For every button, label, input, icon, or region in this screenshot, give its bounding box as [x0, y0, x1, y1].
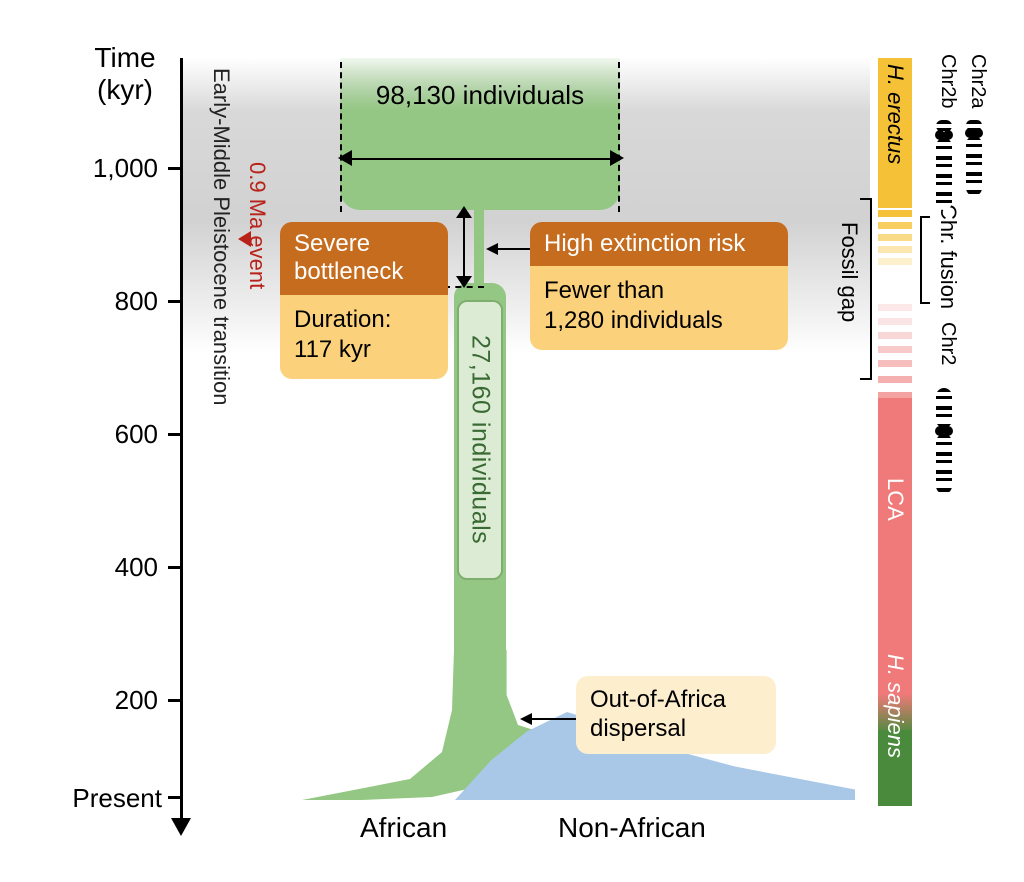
fossil-gap-label: Fossil gap: [836, 222, 862, 322]
species-fade-stripe: [878, 210, 912, 217]
bottleneck-arrow-top: [456, 206, 472, 218]
y-axis-tick-label: 600: [68, 419, 158, 450]
y-axis-tick: [168, 300, 182, 303]
chromosome-label-chr2: Chr2: [936, 322, 959, 365]
y-axis-tick-label: 1,000: [68, 153, 158, 184]
x-label-nonafrican: Non-African: [558, 812, 706, 844]
bottleneck-base-dash: [444, 286, 484, 288]
species-label-erectus: H. erectus: [882, 64, 908, 164]
chr-fusion-bracket: [920, 216, 930, 304]
top-width-arrow-line: [348, 158, 612, 160]
species-fade-stripe: [878, 234, 912, 241]
y-axis-tick: [168, 433, 182, 436]
population-african-base: [302, 650, 502, 800]
extinction-callout-header: High extinction risk: [530, 222, 788, 266]
y-axis-arrowhead: [171, 818, 191, 836]
y-axis-tick: [168, 699, 182, 702]
species-fade-stripe: [878, 318, 912, 325]
mid-population-count-box: 27,160 individuals: [457, 300, 503, 580]
y-axis-tick: [168, 566, 182, 569]
pleistocene-label: Early-Middle Pleistocene transition: [208, 68, 234, 406]
chr-fusion-bracket-top: [920, 216, 930, 218]
diagram-stage: Time (kyr) 1,000 800 600 400 200 Present Ear…: [0, 0, 1024, 882]
species-fade-stripe: [878, 332, 912, 339]
species-fade-stripe: [878, 258, 912, 265]
fossil-gap-bracket-bottom: [860, 378, 872, 380]
bottleneck-callout-body: Duration: 117 kyr: [280, 295, 448, 379]
y-axis-title: Time (kyr): [80, 42, 170, 106]
ooa-callout: Out-of-Africa dispersal: [576, 676, 776, 754]
y-axis-tick: [168, 167, 182, 170]
top-width-dash-right: [618, 62, 620, 212]
ma-event-marker: [238, 231, 251, 247]
y-axis-tick-label: 800: [68, 286, 158, 317]
mid-population-count: 27,160 individuals: [466, 335, 495, 544]
species-fade-stripe: [878, 376, 912, 383]
chromosome-chr2: [936, 388, 952, 496]
chr-fusion-bracket-bottom: [920, 302, 930, 304]
y-axis-line: [180, 58, 183, 823]
y-axis-tick-label: 200: [68, 685, 158, 716]
chromosome-label-chr2b: Chr2b: [936, 54, 959, 108]
bottleneck-callout: Severe bottleneck Duration: 117 kyr: [280, 222, 448, 379]
species-fade-stripe: [878, 246, 912, 253]
chromosome-label-chr2a: Chr2a: [966, 54, 989, 108]
species-fade-stripe: [878, 222, 912, 229]
y-axis-title-line2: (kyr): [97, 74, 153, 105]
top-width-arrow-left: [338, 150, 352, 166]
top-width-arrow-right: [610, 150, 624, 166]
species-fade-stripe: [878, 346, 912, 353]
top-width-dash-left: [340, 62, 342, 212]
species-fade-stripe: [878, 304, 912, 311]
fossil-gap-bracket-top: [860, 198, 872, 200]
species-label-sapiens: H. sapiens: [882, 654, 908, 758]
chromosome-chr2b: [936, 120, 952, 212]
ma-event-label: 0.9 Ma event: [244, 162, 270, 289]
bottleneck-callout-header: Severe bottleneck: [280, 222, 448, 295]
chromosome-chr2a: [966, 120, 982, 198]
species-label-lca: LCA: [882, 478, 908, 521]
y-axis-tick-label: 400: [68, 552, 158, 583]
top-population-count: 98,130 individuals: [362, 80, 598, 111]
population-bottleneck-neck: [474, 208, 484, 286]
extinction-callout: High extinction risk Fewer than 1,280 in…: [530, 222, 788, 350]
present-label: Present: [52, 783, 162, 814]
y-axis-title-line1: Time: [94, 42, 155, 73]
present-tick: [168, 796, 182, 799]
x-label-african: African: [360, 812, 447, 844]
bottleneck-duration-arrow-line: [463, 216, 465, 278]
species-fade-stripe: [878, 360, 912, 367]
chr-fusion-label: Chr. fusion: [935, 204, 961, 309]
extinction-callout-body: Fewer than 1,280 individuals: [530, 266, 788, 350]
